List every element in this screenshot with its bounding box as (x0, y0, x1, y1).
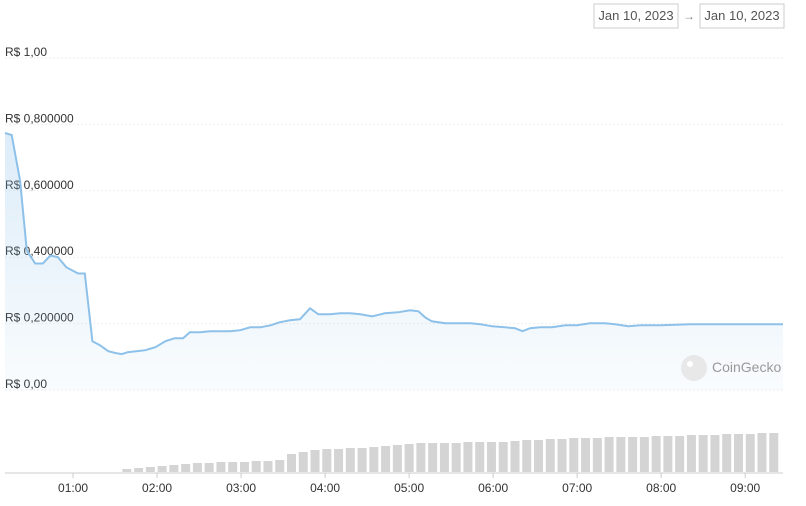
volume-bar (298, 452, 308, 472)
volume-bar (192, 463, 202, 472)
volume-bar (757, 433, 767, 472)
volume-bar (169, 465, 179, 472)
x-tick-label: 04:00 (310, 481, 340, 495)
volume-bar (122, 469, 132, 472)
volume-bar (322, 449, 332, 472)
volume-bar (239, 462, 249, 472)
volume-bar (286, 454, 296, 472)
volume-bar (134, 468, 144, 472)
volume-bar (334, 449, 344, 472)
volume-bar (534, 440, 544, 472)
volume-bar (651, 436, 661, 472)
x-tick-label: 03:00 (226, 481, 256, 495)
volume-bar (498, 442, 508, 472)
volume-bar (404, 444, 414, 472)
volume-bar (157, 466, 167, 472)
volume-bar (510, 441, 520, 472)
watermark-logo (681, 355, 707, 381)
x-tick-label: 01:00 (58, 481, 88, 495)
x-tick-label: 07:00 (562, 481, 592, 495)
volume-bar (428, 443, 438, 472)
arrow: → (683, 9, 695, 23)
volume-bar (263, 461, 273, 472)
watermark: CoinGecko (712, 359, 781, 375)
y-tick-label: R$ 0,800000 (5, 111, 74, 125)
volume-bar (463, 442, 473, 472)
volume-bar (592, 438, 602, 472)
volume-bar (686, 435, 696, 472)
volume-bar (628, 437, 638, 472)
volume-bar (722, 434, 732, 472)
volume-bar (569, 438, 579, 472)
x-tick-label: 09:00 (730, 481, 760, 495)
volume-bar (486, 442, 496, 472)
volume-bar (345, 448, 355, 472)
volume-bar (381, 446, 391, 472)
volume-bar (663, 436, 673, 472)
volume-bar (416, 443, 426, 472)
watermark-logo-eye (687, 361, 693, 367)
price-line (4, 132, 783, 356)
volume-bar (733, 434, 743, 472)
volume-bar (675, 436, 685, 472)
y-tick-label: R$ 1,00 (5, 45, 47, 59)
x-tick-label: 08:00 (646, 481, 676, 495)
date-from-input[interactable] (593, 3, 679, 29)
volume-bar (228, 462, 238, 472)
volume-bar (369, 447, 379, 472)
volume-bar (639, 437, 649, 472)
x-tick-label: 06:00 (478, 481, 508, 495)
volume-bar (616, 437, 626, 472)
volume-bar (439, 443, 449, 472)
date-from[interactable]: Jan 10, 2023 (598, 8, 673, 23)
x-tick-label: 02:00 (142, 481, 172, 495)
volume-bar (522, 440, 532, 472)
volume-bar (475, 442, 485, 472)
volume-bar (451, 443, 461, 472)
volume-bar (357, 448, 367, 472)
volume-bar (310, 450, 320, 472)
y-tick-label: R$ 0,600000 (5, 178, 74, 192)
date-to[interactable]: Jan 10, 2023 (704, 8, 779, 23)
x-tick-label: 05:00 (394, 481, 424, 495)
volume-bar (545, 439, 555, 472)
volume-bar (581, 438, 591, 472)
volume-bar (604, 437, 614, 472)
volume-bar (392, 445, 402, 472)
date-to-input[interactable] (699, 3, 785, 29)
volume-bar (251, 461, 261, 472)
volume-bar (745, 434, 755, 472)
volume-bar (769, 433, 779, 472)
volume-bar (216, 462, 226, 472)
volume-bar (557, 439, 567, 472)
volume-bar (275, 460, 285, 472)
volume-bar (698, 435, 708, 472)
volume-bar (710, 435, 720, 472)
volume-bar (181, 464, 191, 472)
volume-bar (145, 467, 155, 472)
volume-bar (204, 463, 214, 472)
price-area (5, 133, 783, 390)
